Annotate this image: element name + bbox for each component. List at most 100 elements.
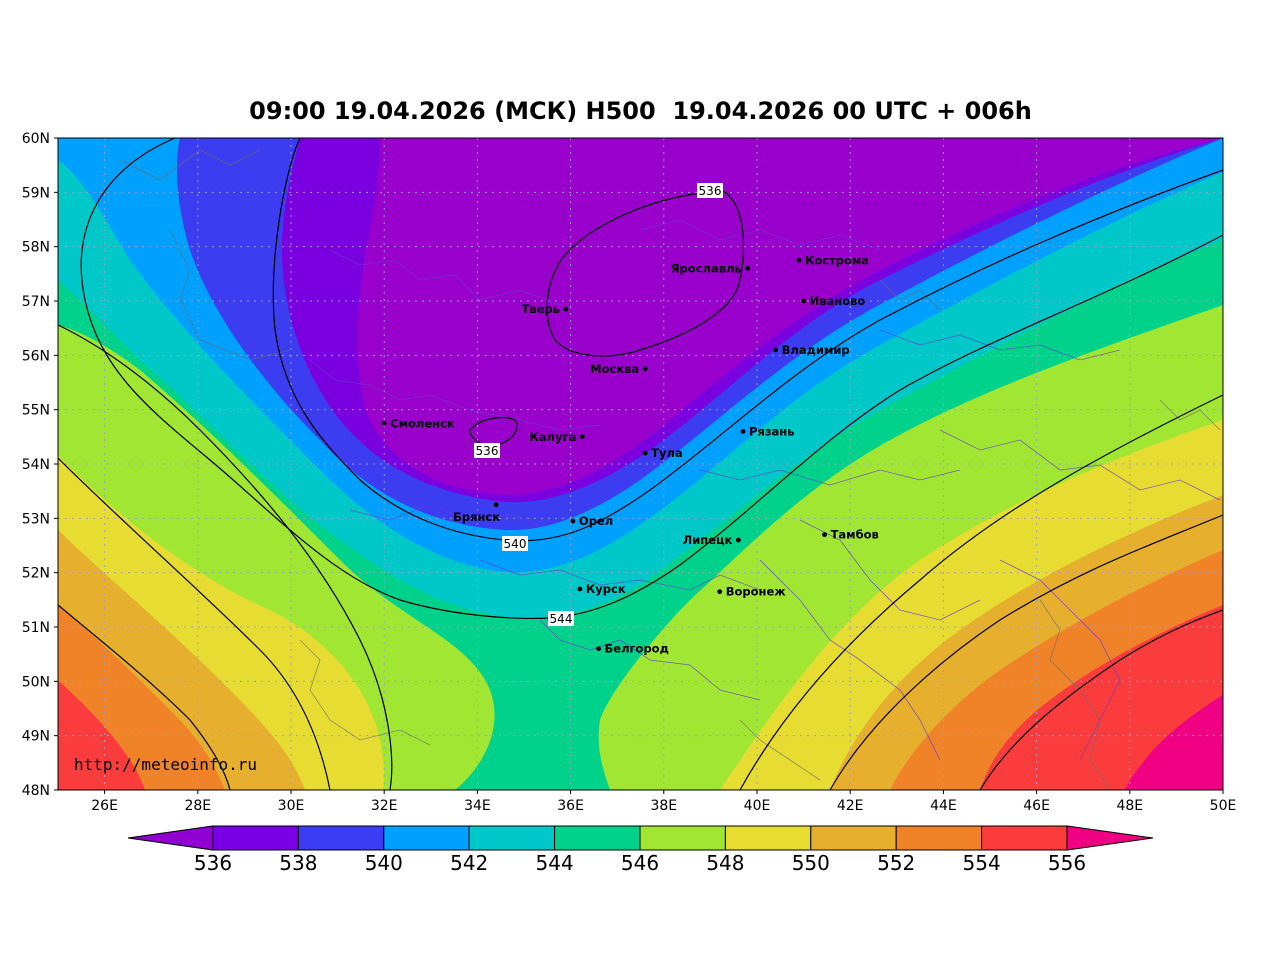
isoline-552e bbox=[829, 514, 1223, 790]
lon-label: 48E bbox=[1116, 798, 1143, 814]
colorbar-segment bbox=[724, 825, 812, 851]
band-556-west bbox=[58, 680, 145, 790]
lat-label: 58N bbox=[22, 240, 50, 256]
lat-label: 48N bbox=[22, 783, 50, 799]
colorbar-segment bbox=[895, 825, 983, 851]
colorbar-label: 550 bbox=[792, 851, 830, 875]
colorbar-segment bbox=[468, 825, 556, 851]
contour-label: 540 bbox=[504, 537, 527, 551]
lon-label: 30E bbox=[278, 798, 305, 814]
city-label: Кострома bbox=[805, 253, 869, 267]
colorbar-label: 556 bbox=[1048, 851, 1086, 875]
city-label: Калуга bbox=[529, 430, 576, 444]
city-label: Курск bbox=[586, 582, 626, 596]
band-558-east bbox=[1125, 695, 1223, 790]
map-title: 09:00 19.04.2026 (МСК) H500 19.04.2026 0… bbox=[249, 97, 1032, 125]
lat-label: 57N bbox=[22, 294, 50, 310]
colorbar-segment bbox=[810, 825, 897, 851]
lon-label: 28E bbox=[184, 798, 211, 814]
city-dot bbox=[796, 257, 802, 263]
lat-label: 54N bbox=[22, 457, 50, 473]
band-536-core-west bbox=[470, 417, 518, 446]
lon-label: 36E bbox=[557, 798, 584, 814]
city-dot bbox=[745, 266, 751, 271]
city-dot bbox=[773, 347, 779, 353]
city-dot bbox=[570, 518, 576, 524]
colorbar-extend-low bbox=[127, 825, 214, 851]
isoline-536-north bbox=[546, 191, 745, 357]
contour-label: 544 bbox=[550, 612, 573, 626]
colorbar-segment bbox=[212, 825, 299, 851]
lon-label: 40E bbox=[744, 798, 771, 814]
lat-label: 52N bbox=[22, 566, 50, 582]
colorbar-segment bbox=[639, 825, 726, 851]
isoline-556w bbox=[58, 604, 231, 790]
colorbar-label: 542 bbox=[450, 851, 488, 875]
city-dot bbox=[801, 298, 806, 304]
city-dot bbox=[579, 434, 585, 440]
city-label: Тула bbox=[651, 446, 683, 460]
city-label: Иваново bbox=[810, 294, 866, 308]
colorbar-segment bbox=[383, 825, 470, 851]
city-dot bbox=[596, 646, 601, 652]
city-dot bbox=[642, 450, 648, 456]
colorbar-label: 546 bbox=[621, 851, 659, 875]
isoline-540 bbox=[272, 138, 1223, 542]
colorbar-label: 536 bbox=[194, 851, 232, 875]
city-dot bbox=[493, 502, 499, 508]
lat-label: 51N bbox=[22, 620, 50, 636]
watermark: http://meteoinfo.ru bbox=[74, 755, 257, 774]
lat-label: 53N bbox=[22, 511, 50, 527]
lat-lon-grid bbox=[58, 138, 1223, 790]
lon-label: 38E bbox=[650, 798, 677, 814]
isoline-556e bbox=[979, 609, 1223, 790]
lon-label: 34E bbox=[464, 798, 491, 814]
isoline-544 bbox=[80, 138, 1223, 620]
lon-label: 46E bbox=[1023, 798, 1050, 814]
city-dot bbox=[563, 306, 569, 312]
admin-borders bbox=[309, 219, 1221, 761]
colorbar-label: 554 bbox=[963, 851, 1001, 875]
band-536-core-north bbox=[547, 191, 744, 356]
lat-label: 50N bbox=[22, 674, 50, 690]
city-dot bbox=[381, 420, 387, 426]
contour-label: 536 bbox=[699, 184, 722, 198]
contour-label: 536 bbox=[476, 444, 499, 458]
city-dot bbox=[642, 366, 648, 372]
band-536 bbox=[357, 138, 1223, 495]
city-label: Смоленск bbox=[390, 416, 455, 430]
lat-label: 49N bbox=[22, 729, 50, 745]
city-label: Тверь bbox=[522, 302, 560, 316]
lat-label: 56N bbox=[22, 348, 50, 364]
city-dot bbox=[577, 586, 583, 592]
colorbar-extend-high bbox=[1066, 825, 1154, 851]
city-label: Брянск bbox=[453, 510, 500, 524]
isoline-548e bbox=[739, 394, 1223, 790]
longitude-labels: 26E 28E 30E 32E 34E 36E 38E 40E 42E 44E 46E 48E 50E bbox=[91, 790, 1236, 814]
city-dot bbox=[735, 537, 741, 543]
isoline-548 bbox=[58, 324, 393, 790]
city-label: Владимир bbox=[782, 343, 850, 357]
isoline-552w bbox=[58, 457, 331, 790]
lat-label: 60N bbox=[22, 131, 50, 147]
lon-label: 32E bbox=[371, 798, 398, 814]
city-label: Липецк bbox=[683, 533, 733, 547]
colorbar-label: 538 bbox=[279, 851, 317, 875]
contour-labels: 536 536 540 544 bbox=[474, 183, 723, 626]
colorbar-label: 544 bbox=[536, 851, 574, 875]
lon-label: 42E bbox=[837, 798, 864, 814]
city-dot bbox=[822, 532, 827, 538]
city-dot bbox=[740, 429, 746, 434]
city-label: Ярославль bbox=[671, 261, 742, 275]
colorbar-label: 540 bbox=[365, 851, 403, 875]
lat-label: 55N bbox=[22, 403, 50, 419]
colorbar: 536 538 540 542 544 546 548 550 552 554 556 bbox=[127, 825, 1154, 875]
city-dot bbox=[717, 589, 723, 595]
city-label: Белгород bbox=[605, 642, 669, 656]
lon-label: 26E bbox=[91, 798, 118, 814]
colorbar-segment bbox=[297, 825, 385, 851]
city-markers: Ярославль Кострома Иваново Тверь Владимир Мос… bbox=[381, 253, 879, 656]
lon-label: 44E bbox=[930, 798, 957, 814]
isolines bbox=[58, 138, 1223, 790]
